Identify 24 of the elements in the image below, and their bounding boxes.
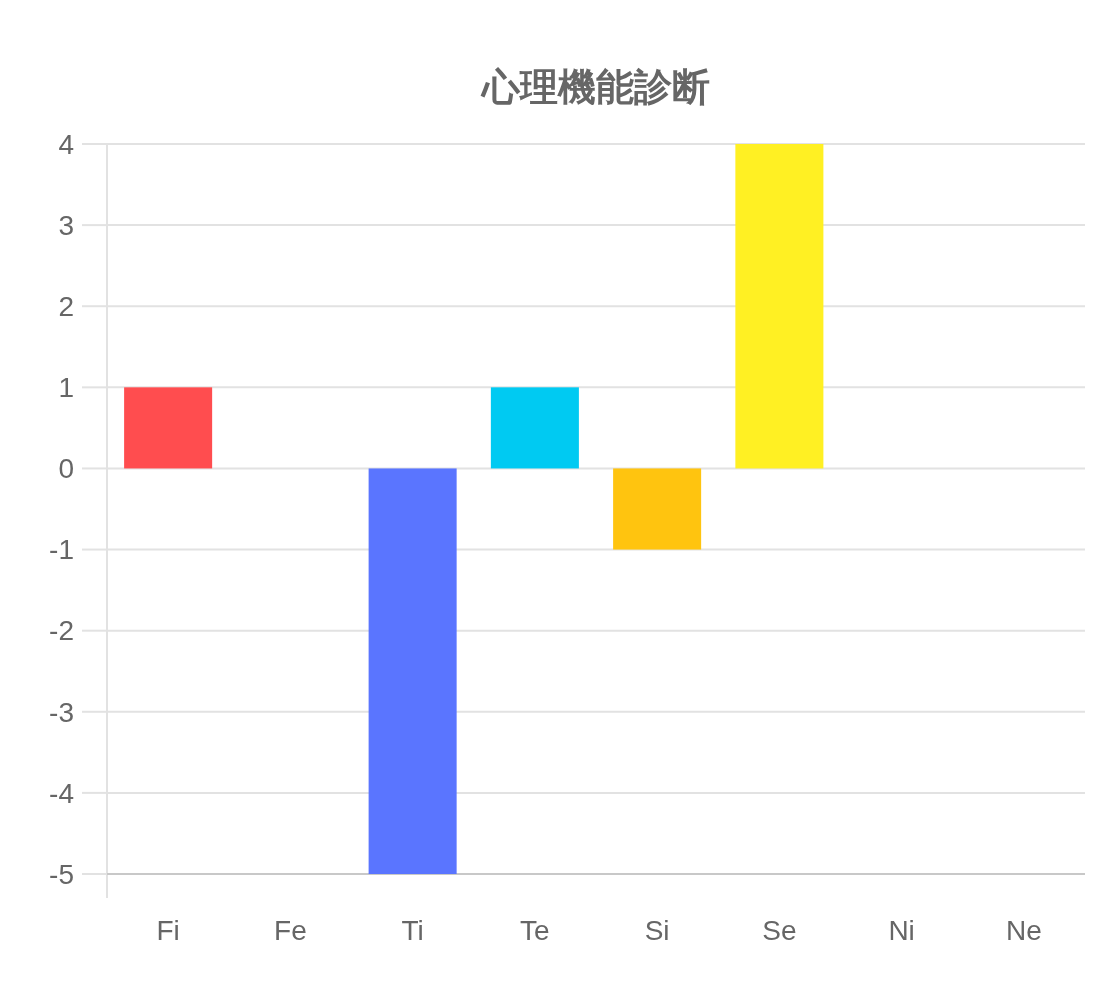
bar — [124, 387, 213, 469]
y-tick-label: -3 — [49, 696, 74, 728]
x-tick-label: Ne — [1005, 915, 1042, 946]
y-tick-label: -4 — [49, 777, 74, 809]
bar — [490, 387, 579, 469]
y-tick-label: 3 — [58, 209, 74, 241]
x-tick-label: Ti — [401, 915, 424, 946]
chart-title: 心理機能診断 — [480, 66, 710, 108]
x-tick-label: Fi — [156, 915, 180, 946]
y-tick-label: -5 — [49, 858, 74, 890]
y-tick-label: 2 — [58, 291, 74, 323]
y-tick-label: -1 — [49, 534, 74, 566]
x-tick-label: Se — [762, 915, 797, 946]
y-tick-label: 0 — [58, 453, 74, 485]
x-tick-label: Te — [520, 915, 550, 946]
bar — [368, 468, 457, 874]
bar — [613, 468, 702, 550]
y-tick-label: 4 — [58, 128, 74, 160]
bar — [735, 144, 824, 469]
y-tick-label: 1 — [58, 372, 74, 404]
x-tick-label: Fe — [274, 915, 307, 946]
x-tick-label: Ni — [888, 915, 915, 946]
x-tick-label: Si — [644, 915, 670, 946]
y-tick-label: -2 — [49, 615, 74, 647]
